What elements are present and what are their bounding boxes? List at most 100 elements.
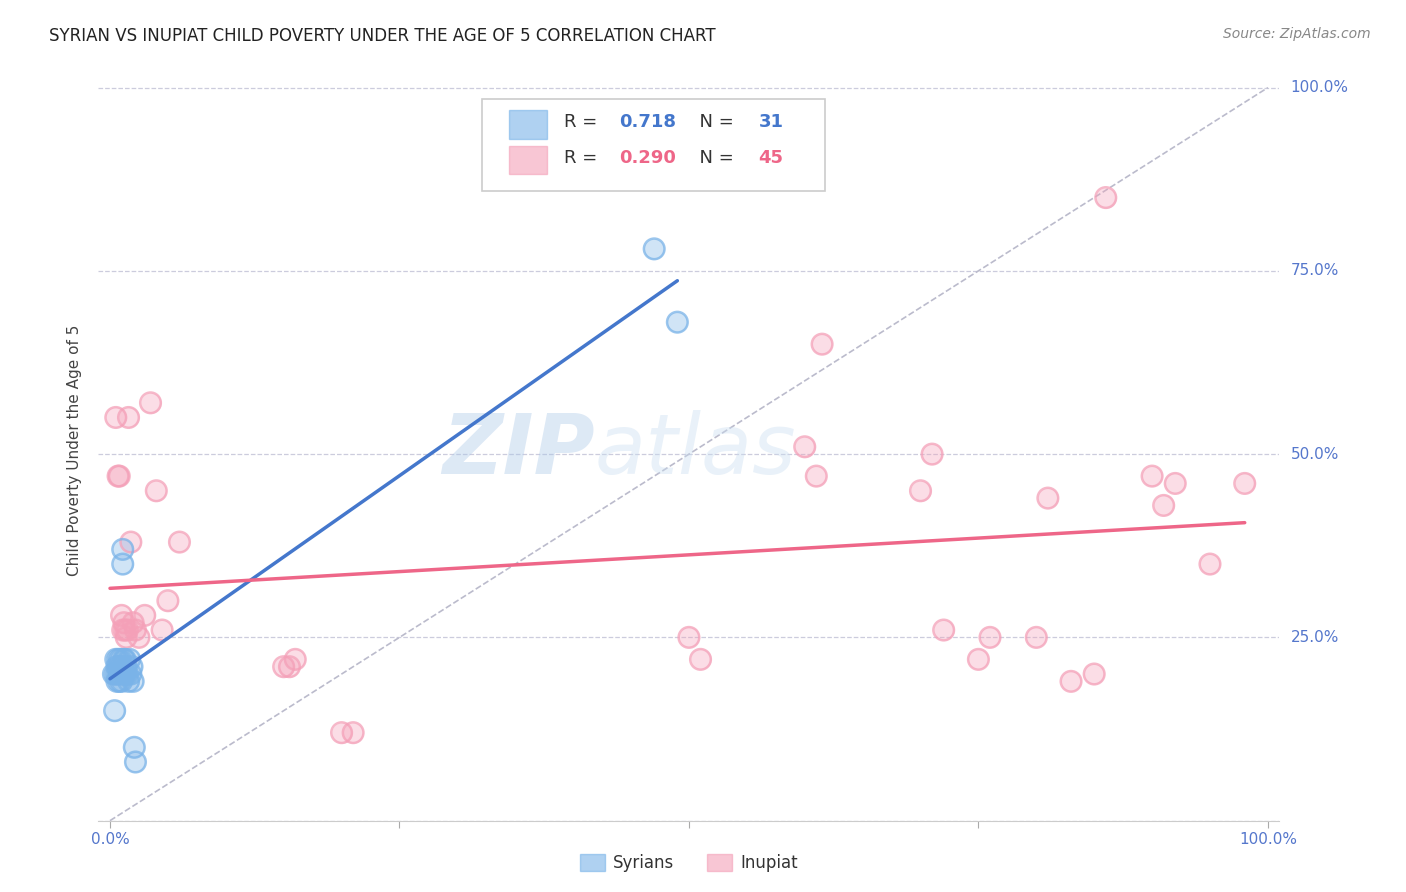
Point [678,631,700,645]
Point [117,667,139,681]
Point [122,674,145,689]
Point [1025,631,1047,645]
Point [910,483,932,498]
Point [156,593,179,607]
Point [110,659,132,673]
Point [1199,557,1222,571]
Point [111,623,134,637]
Point [128,631,150,645]
Point [643,242,665,256]
Point [967,652,990,666]
Point [124,623,146,637]
Point [108,674,131,689]
Point [1140,469,1163,483]
Point [1036,491,1059,505]
Point [330,725,353,739]
Point [120,535,142,549]
Point [124,755,146,769]
Point [104,667,127,681]
Point [114,652,136,666]
Point [117,674,139,689]
Point [104,704,127,718]
Text: Source: ZipAtlas.com: Source: ZipAtlas.com [1223,27,1371,41]
Point [111,542,134,557]
Point [122,674,145,689]
Point [689,652,711,666]
Point [117,623,139,637]
Point [110,667,132,681]
Point [103,667,125,681]
Point [107,667,129,681]
Text: 0.290: 0.290 [619,149,676,167]
Point [793,440,815,454]
Point [979,631,1001,645]
Point [330,725,353,739]
Point [1233,476,1256,491]
Point [108,469,131,483]
Point [979,631,1001,645]
Point [273,659,295,673]
Point [284,652,307,666]
Point [118,652,141,666]
Point [1094,190,1116,204]
Point [122,615,145,630]
Point [806,469,828,483]
Point [145,483,167,498]
Point [124,740,146,755]
Point [1164,476,1187,491]
Text: 75.0%: 75.0% [1291,263,1339,278]
Point [666,315,689,329]
Legend: Syrians, Inupiat: Syrians, Inupiat [572,847,806,879]
Point [134,608,156,623]
Point [666,315,689,329]
Point [110,608,132,623]
Point [110,674,132,689]
Point [115,659,138,673]
Point [139,396,162,410]
Point [110,652,132,666]
FancyBboxPatch shape [509,111,547,139]
Point [1094,190,1116,204]
Point [134,608,156,623]
Point [107,652,129,666]
Point [117,410,139,425]
Point [1025,631,1047,645]
Text: 25.0%: 25.0% [1291,630,1339,645]
Point [1083,667,1105,681]
Point [115,631,138,645]
Point [117,623,139,637]
Point [121,659,143,673]
Point [105,674,128,689]
Point [273,659,295,673]
Point [793,440,815,454]
Point [806,469,828,483]
Point [156,593,179,607]
Point [104,667,127,681]
Point [921,447,943,461]
Text: 45: 45 [759,149,783,167]
Point [111,557,134,571]
Point [284,652,307,666]
Point [111,623,134,637]
Point [1153,499,1175,513]
Point [1140,469,1163,483]
Y-axis label: Child Poverty Under the Age of 5: Child Poverty Under the Age of 5 [67,325,83,576]
Point [122,615,145,630]
Point [150,623,173,637]
Point [107,469,129,483]
Point [1083,667,1105,681]
Point [120,535,142,549]
Point [104,652,127,666]
Point [114,667,136,681]
Point [110,674,132,689]
Point [107,469,129,483]
Point [1060,674,1083,689]
Point [128,631,150,645]
Point [1199,557,1222,571]
Point [921,447,943,461]
Point [112,615,135,630]
Point [689,652,711,666]
Point [139,396,162,410]
Text: R =: R = [564,149,603,167]
Point [1233,476,1256,491]
